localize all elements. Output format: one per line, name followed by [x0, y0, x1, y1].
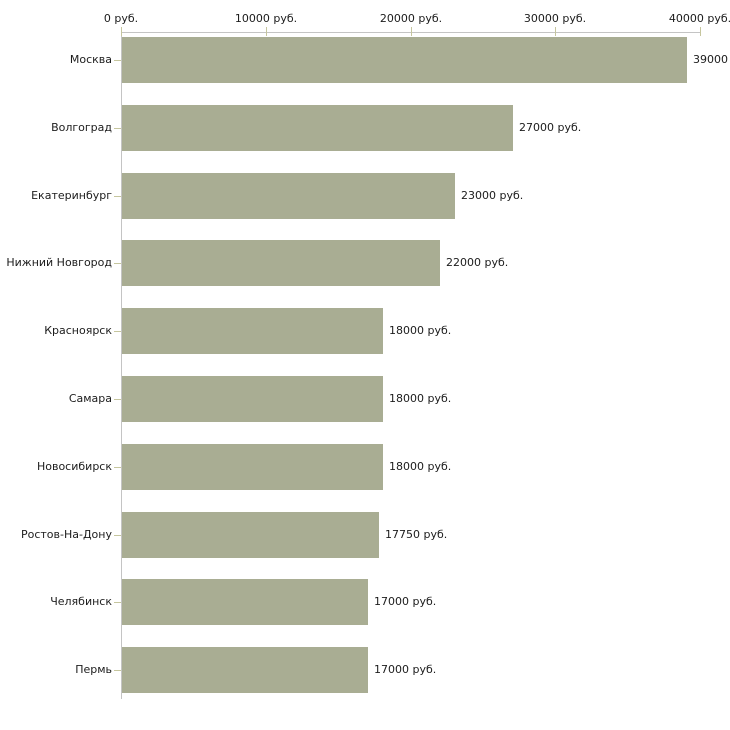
value-label: 22000 руб.: [446, 256, 509, 269]
category-tick-mark: [114, 331, 121, 332]
category-tick-mark: [114, 467, 121, 468]
value-label: 17000 руб.: [374, 595, 437, 608]
x-axis-tick-mark: [555, 27, 556, 36]
category-tick-mark: [114, 60, 121, 61]
category-label: Самара: [68, 392, 112, 405]
bar-10: [122, 647, 368, 693]
x-axis-line: [121, 32, 700, 33]
value-label: 27000 руб.: [519, 121, 582, 134]
category-tick-mark: [114, 263, 121, 264]
x-axis-tick-label: 30000 руб.: [523, 12, 587, 25]
x-axis-tick-mark: [411, 27, 412, 36]
category-tick-mark: [114, 670, 121, 671]
bar-6: [122, 376, 383, 422]
bar-9: [122, 579, 368, 625]
value-label: 18000 руб.: [389, 460, 452, 473]
bar-2: [122, 105, 513, 151]
bar-3: [122, 173, 455, 219]
value-label: 17000 руб.: [374, 663, 437, 676]
x-axis-tick-label: 10000 руб.: [234, 12, 298, 25]
bar-5: [122, 308, 383, 354]
x-axis-tick-label: 40000 руб.: [668, 12, 730, 25]
value-label: 18000 руб.: [389, 324, 452, 337]
x-axis-tick-mark: [700, 27, 701, 36]
category-label: Челябинск: [50, 595, 112, 608]
x-axis-tick-label: 0 руб.: [103, 12, 139, 25]
category-tick-mark: [114, 602, 121, 603]
category-label: Ростов-На-Дону: [20, 528, 112, 541]
category-label: Екатеринбург: [31, 189, 112, 202]
value-label: 18000 руб.: [389, 392, 452, 405]
category-tick-mark: [114, 535, 121, 536]
category-tick-mark: [114, 128, 121, 129]
bar-8: [122, 512, 379, 558]
x-axis-tick-mark: [121, 27, 122, 36]
value-label: 23000 руб.: [461, 189, 524, 202]
x-axis-tick-label: 20000 руб.: [379, 12, 443, 25]
bar-7: [122, 444, 383, 490]
category-label: Пермь: [75, 663, 112, 676]
category-label: Нижний Новгород: [6, 256, 112, 269]
x-axis-tick-mark: [266, 27, 267, 36]
category-label: Волгоград: [51, 121, 112, 134]
category-tick-mark: [114, 196, 121, 197]
bar-4: [122, 240, 440, 286]
bar-1: [122, 37, 687, 83]
category-label: Москва: [69, 53, 112, 66]
value-label: 17750 руб.: [385, 528, 448, 541]
value-label: 39000 руб.: [693, 53, 730, 66]
category-tick-mark: [114, 399, 121, 400]
category-label: Красноярск: [44, 324, 112, 337]
category-label: Новосибирск: [36, 460, 112, 473]
y-axis-line: [121, 32, 122, 699]
